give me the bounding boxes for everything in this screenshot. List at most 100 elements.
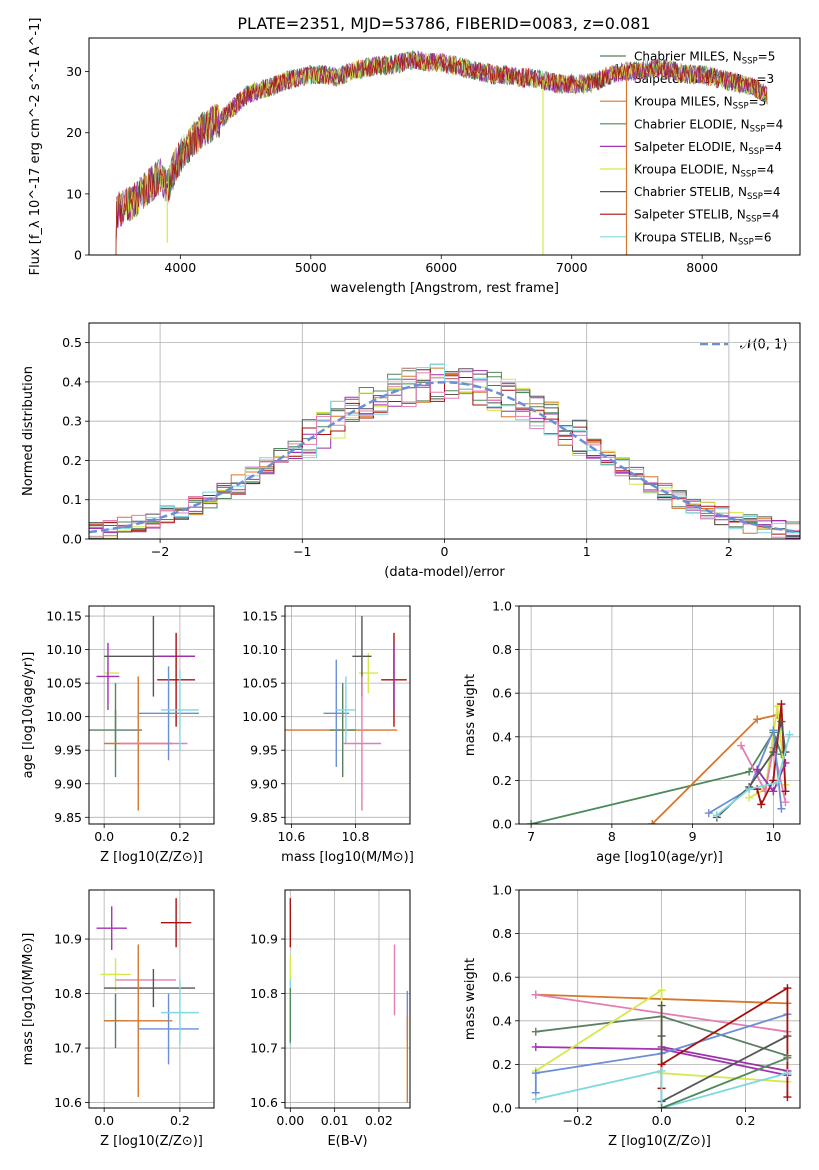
residuals-axes: −2 −1 0 1 2 0.0 0.1 0.2 0.3 0.4 0.5 (data-model)/er… xyxy=(21,323,800,580)
y-tick-label: 10.8 xyxy=(250,986,278,1001)
weight-series-line xyxy=(708,729,783,814)
y-tick-label: 0.4 xyxy=(62,374,82,389)
x-tick-label: 0.2 xyxy=(170,1113,190,1128)
x-tick-label: 0.00 xyxy=(276,1113,304,1128)
weight-point-marker xyxy=(531,1042,540,1051)
weight-point-marker xyxy=(769,787,778,796)
weight-point-marker xyxy=(657,986,666,995)
x-tick-label: 7 xyxy=(527,829,535,844)
weight-point-marker xyxy=(777,804,786,813)
spectrum-axes: 4000 5000 6000 7000 8000 0 10 20 30 wavelength [A… xyxy=(28,18,718,296)
x-tick-label: 0.0 xyxy=(652,1113,672,1128)
age_vs_Z-frame xyxy=(88,605,215,825)
legend-entry: Kroupa ELODIE, NSSP=4 xyxy=(634,163,774,180)
y-axis-label: Normed distribution xyxy=(21,366,36,496)
spectrum-series-line xyxy=(115,52,768,255)
y-tick-label: 10.00 xyxy=(46,709,82,724)
y-tick-label: 0.8 xyxy=(492,926,512,941)
x-tick-label: 9 xyxy=(689,829,697,844)
y-tick-label: 10.6 xyxy=(250,1095,278,1110)
y-tick-label: 1.0 xyxy=(492,599,512,614)
age_vs_mass-frame xyxy=(284,605,411,825)
x-tick-label: 0.2 xyxy=(170,829,190,844)
y-tick-label: 0.2 xyxy=(492,1057,512,1072)
x-tick-label: 0.0 xyxy=(94,1113,114,1128)
x-axis-label: (data-model)/error xyxy=(384,565,505,580)
y-tick-label: 9.90 xyxy=(250,776,278,791)
x-tick-label: −2 xyxy=(151,544,169,559)
y-axis-label: mass weight xyxy=(463,674,478,756)
weight-point-marker xyxy=(657,1066,666,1075)
x-axis-label: age [log10(age/yr)] xyxy=(596,850,723,865)
y-tick-label: 0.3 xyxy=(62,414,82,429)
y-tick-label: 0.2 xyxy=(62,453,82,468)
mass_vs_Z-frame xyxy=(88,889,215,1109)
y-tick-label: 0.8 xyxy=(492,642,512,657)
weight-point-marker xyxy=(773,702,782,711)
x-axis-label: Z [log10(Z/Z⊙)] xyxy=(100,1134,203,1149)
weight-point-marker xyxy=(531,1027,540,1036)
y-tick-label: 20 xyxy=(66,125,82,140)
weight-point-marker xyxy=(753,765,762,774)
y-tick-label: 0.0 xyxy=(62,532,82,547)
figure-title: PLATE=2351, MJD=53786, FIBERID=0083, z=0… xyxy=(237,14,650,33)
weight-point-marker xyxy=(745,793,754,802)
massweight_vs_Z-lines xyxy=(531,984,792,1108)
weight-point-marker xyxy=(757,800,766,809)
y-tick-label: 9.85 xyxy=(250,810,278,825)
weight-series-line xyxy=(661,1057,788,1108)
legend-entry: Salpeter ELODIE, NSSP=4 xyxy=(634,140,782,157)
y-tick-label: 10.00 xyxy=(242,709,278,724)
y-axis-label: mass weight xyxy=(463,958,478,1040)
age_vs_Z-points xyxy=(89,616,199,811)
weight-series-line xyxy=(535,1069,788,1108)
x-tick-label: 0 xyxy=(441,544,449,559)
y-tick-label: 0.2 xyxy=(492,773,512,788)
legend-entry: Chabrier ELODIE, NSSP=4 xyxy=(634,117,783,134)
y-tick-label: 0.0 xyxy=(492,817,512,832)
weight-point-marker xyxy=(783,984,792,993)
weight-point-marker xyxy=(527,820,536,824)
y-axis-label: mass [log10(M/M⊙)] xyxy=(21,933,36,1066)
spectrum-lines xyxy=(115,50,768,255)
legend-entry: 𝒩(0, 1) xyxy=(740,338,787,353)
y-tick-label: 9.95 xyxy=(250,743,278,758)
massweight_vs_age-lines xyxy=(527,700,794,824)
y-tick-label: 10.8 xyxy=(54,986,82,1001)
y-tick-label: 10.05 xyxy=(242,676,278,691)
y-tick-label: 10.10 xyxy=(242,642,278,657)
mass_vs_EBV-frame xyxy=(284,889,411,1109)
legend-entry: Kroupa STELIB, NSSP=6 xyxy=(634,230,772,247)
x-tick-label: −0.2 xyxy=(563,1113,593,1128)
x-axis-label: mass [log10(M/M⊙)] xyxy=(281,850,414,865)
mass_vs_EBV-points xyxy=(289,898,409,1103)
y-tick-label: 0.4 xyxy=(492,1013,512,1028)
x-tick-label: −1 xyxy=(293,544,311,559)
y-tick-label: 10.6 xyxy=(54,1095,82,1110)
x-tick-label: 10.6 xyxy=(277,829,305,844)
normal-reference-curve xyxy=(89,381,798,534)
weight-point-marker xyxy=(657,1001,666,1010)
legend-entry: Kroupa MILES, NSSP=3 xyxy=(634,95,766,112)
x-tick-label: 10.8 xyxy=(342,829,370,844)
y-tick-label: 9.90 xyxy=(54,776,82,791)
weight-point-marker xyxy=(781,787,790,796)
weight-point-marker xyxy=(648,820,657,824)
y-tick-label: 10.7 xyxy=(250,1041,278,1056)
x-tick-label: 0.02 xyxy=(365,1113,393,1128)
weight-series-line xyxy=(534,1013,788,1093)
y-tick-label: 0.6 xyxy=(492,686,512,701)
y-axis-label: Flux [f_λ 10^-17 erg cm^-2 s^-1 A^-1] xyxy=(28,18,43,276)
x-tick-label: 1 xyxy=(583,544,591,559)
x-tick-label: 7000 xyxy=(556,260,588,275)
age_vs_mass-points xyxy=(285,616,407,811)
weight-point-marker xyxy=(531,990,540,999)
spectrum-frame xyxy=(88,37,801,256)
histogram-series xyxy=(89,371,800,539)
weight-point-marker xyxy=(753,715,762,724)
legend-entry: Salpeter STELIB, NSSP=4 xyxy=(634,208,779,225)
weight-point-marker xyxy=(783,1069,792,1078)
massweight_vs_Z-axes: −0.2 0.0 0.2 0.0 0.2 0.4 0.6 0.8 1.0 Z [log10(Z/Z… xyxy=(463,883,800,1149)
y-tick-label: 0.1 xyxy=(62,492,82,507)
